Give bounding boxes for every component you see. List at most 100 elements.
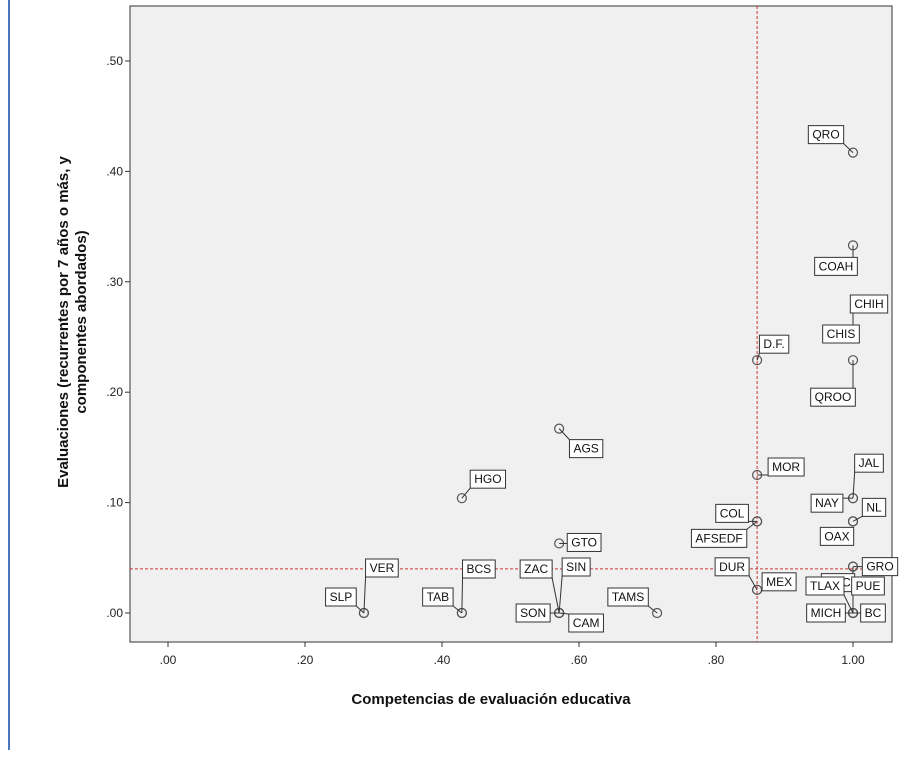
label-box <box>422 587 454 607</box>
plot-area <box>129 5 893 643</box>
label-box <box>819 526 855 546</box>
point-label-text: SIN <box>566 560 586 574</box>
label-ver: VER <box>363 558 399 614</box>
label-oax: OAX <box>819 526 855 546</box>
label-box <box>325 587 357 607</box>
point-label-text: SLP <box>330 590 353 604</box>
label-leader-line <box>843 594 854 614</box>
label-bc: BC <box>853 603 886 623</box>
label-box <box>519 559 553 579</box>
label-gto: GTO <box>559 532 602 552</box>
label-hgo: HGO <box>461 469 507 499</box>
label-leader-line <box>756 353 760 361</box>
x-tick-label: .60 <box>571 653 588 667</box>
point-label-text: NL <box>866 500 882 514</box>
point-label-text: DUR <box>719 560 745 574</box>
label-chis: CHIS <box>822 324 860 344</box>
point-label-text: GTO <box>571 535 597 549</box>
label-leader-line <box>843 143 854 153</box>
y-tick-label: .50 <box>106 54 123 68</box>
point-label-text: CHIS <box>827 327 856 341</box>
y-axis-title-line2: componentes abordados) <box>73 230 90 413</box>
label-box <box>810 387 856 407</box>
label-box <box>807 125 845 145</box>
page-left-rule <box>8 0 10 750</box>
point-label-text: MICH <box>811 606 842 620</box>
axis-ticks: .00 .20 .40 .60 .80 1.00 .00 .10 .20 .30 .40 .50 <box>106 54 865 667</box>
label-box <box>568 613 604 633</box>
point-label-text: OAX <box>824 529 849 543</box>
label-box <box>469 469 507 489</box>
label-box <box>365 558 399 578</box>
label-box <box>690 528 748 548</box>
x-tick-label: .40 <box>434 653 451 667</box>
label-leader-line <box>648 605 658 614</box>
point-label-text: QROO <box>815 390 852 404</box>
label-box <box>568 439 604 459</box>
label-qroo: QROO <box>810 360 856 407</box>
y-axis-title-line1: Evaluaciones (recurrentes por 7 años o m… <box>55 155 72 487</box>
label-pue: PUE <box>851 576 885 613</box>
point-label-text: SON <box>520 606 546 620</box>
point-label-text: AGS <box>573 442 598 456</box>
label-leader-line <box>559 612 569 615</box>
label-chih: CHIH <box>849 294 889 337</box>
label-col: COL <box>715 503 758 523</box>
y-tick-label: .40 <box>106 164 123 178</box>
point-label-text: PUE <box>856 579 881 593</box>
label-box <box>806 603 846 623</box>
label-gro: GRO <box>853 557 899 577</box>
label-df: D.F. <box>756 334 790 361</box>
label-box <box>758 334 790 354</box>
label-son: SON <box>515 603 560 623</box>
x-tick-label: .20 <box>297 653 314 667</box>
label-box <box>767 457 805 477</box>
label-coah: COAH <box>814 245 858 276</box>
label-leader-line <box>363 576 367 614</box>
label-leader-line <box>558 428 570 440</box>
point-label-text: BCS <box>467 562 492 576</box>
label-box <box>715 503 749 523</box>
point-label-text: ZAC <box>524 562 548 576</box>
x-tick-label: .80 <box>708 653 725 667</box>
label-slp: SLP <box>325 587 365 614</box>
data-point-ags <box>554 423 565 434</box>
label-leader-line <box>452 605 463 614</box>
label-tlax: TLAX <box>805 576 854 614</box>
point-label-text: QRO <box>812 128 839 142</box>
y-tick-label: .00 <box>106 606 123 620</box>
label-box <box>854 453 884 473</box>
label-nay: NAY <box>810 493 853 513</box>
label-leader-line <box>461 577 464 614</box>
y-tick-label: .30 <box>106 275 123 289</box>
label-sin: SIN <box>558 557 591 614</box>
label-qro: QRO <box>807 125 854 153</box>
label-box <box>761 572 797 592</box>
point-label-text: CHIH <box>854 297 883 311</box>
label-box <box>566 532 602 552</box>
point-label-text: HGO <box>474 472 501 486</box>
y-tick-label: .10 <box>106 496 123 510</box>
point-label-text: VER <box>370 561 395 575</box>
x-tick-label: .00 <box>160 653 177 667</box>
x-tick-label: 1.00 <box>841 653 865 667</box>
label-box <box>515 603 551 623</box>
label-box <box>861 557 899 577</box>
label-zac: ZAC <box>519 559 560 614</box>
label-box <box>861 497 887 517</box>
label-leader-line <box>748 575 758 591</box>
label-box <box>561 557 591 577</box>
point-label-text: TLAX <box>810 579 840 593</box>
point-labels: QRO COAH CHIH CHIS QROO D.F. AGS JAL NAY NL OAX GRO… <box>325 125 899 633</box>
label-leader-line <box>746 520 758 530</box>
label-leader-line <box>551 577 560 614</box>
label-box <box>822 324 860 344</box>
data-point-qro <box>847 147 859 158</box>
label-dur: DUR <box>714 557 758 591</box>
label-ags: AGS <box>558 428 604 459</box>
label-tams: TAMS <box>607 587 658 614</box>
point-label-text: MEX <box>766 575 792 589</box>
label-mich: MICH <box>806 603 853 623</box>
label-box <box>462 559 496 579</box>
